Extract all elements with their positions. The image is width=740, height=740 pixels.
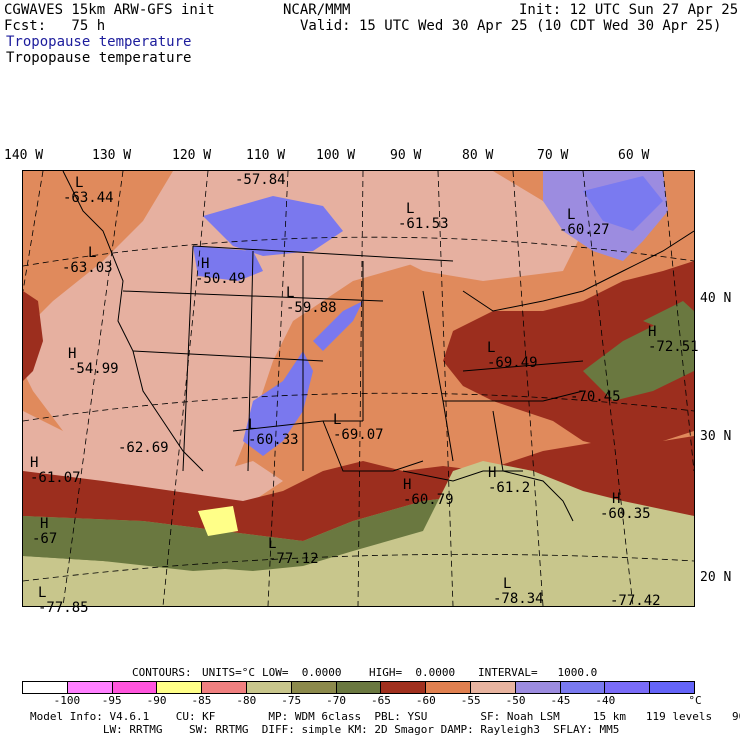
lat-label: 30 N [700, 429, 732, 444]
colorbar-tick-label: -40 [595, 694, 616, 707]
low-marker: L -69.07 [333, 412, 384, 443]
shade-minus90 [198, 506, 238, 536]
colorbar-tick-label: -95 [101, 694, 122, 707]
shade-minus65 [23, 291, 43, 381]
contours-label: CONTOURS: [132, 666, 192, 679]
shade-minus55 [23, 171, 453, 501]
colorbar-swatch [336, 682, 382, 693]
lon-label: 120 W [172, 148, 212, 163]
colorbar-swatch [246, 682, 292, 693]
extremum-value: -77.42 [610, 593, 661, 609]
colorbar [22, 681, 695, 694]
shade-minus55 [23, 411, 283, 501]
shade-minus45 [313, 301, 363, 351]
shade-minus45 [203, 196, 343, 256]
shade-minus45 [193, 246, 263, 281]
shade-minus55 [253, 171, 583, 281]
colorbar-swatch [67, 682, 113, 693]
colorbar-swatch [470, 682, 516, 693]
colorbar-tick-label: -60 [415, 694, 436, 707]
field-title-shaded: Tropopause temperature [6, 34, 192, 50]
model-info-line2: LW: RRTMG SW: RRTMG DIFF: simple KM: 2D … [30, 723, 620, 736]
shade-minus45 [243, 351, 313, 456]
extremum-value: -57.84 [235, 172, 286, 188]
lon-label: 80 W [462, 148, 494, 163]
colorbar-tick-label: -70 [326, 694, 346, 707]
low-marker: L -61.53 [398, 201, 449, 232]
colorbar-tick-label: -65 [370, 694, 391, 707]
colorbar-swatch [560, 682, 606, 693]
colorbar-tick-label: -85 [191, 694, 212, 707]
low-value: LOW= 0.0000 [262, 666, 342, 679]
high-marker: H -61.07 [30, 455, 81, 486]
colorbar-swatch [112, 682, 158, 693]
high-marker: H -50.49 [195, 256, 246, 287]
colorbar-swatch [381, 682, 427, 693]
extremum-value: -70.45 [570, 389, 621, 405]
lon-label: 90 W [390, 148, 422, 163]
forecast-hour: Fcst: 75 h [4, 18, 106, 34]
low-marker: L -69.49 [487, 340, 538, 371]
high-marker: H -60.79 [403, 477, 454, 508]
low-marker: L -59.88 [286, 285, 337, 316]
low-marker: L -78.34 [493, 576, 544, 607]
colorbar-tick-label: -50 [505, 694, 526, 707]
colorbar-swatch [650, 682, 694, 693]
low-marker: L -60.27 [559, 207, 610, 238]
colorbar-swatch [426, 682, 471, 693]
low-marker: L -77.12 [268, 536, 319, 567]
lon-label: 110 W [246, 148, 286, 163]
institution-label: NCAR/MMM [283, 2, 351, 18]
colorbar-tick-label: -55 [460, 694, 481, 707]
shade-minus70 [583, 311, 694, 401]
colorbar-swatch [515, 682, 561, 693]
colorbar-swatch [157, 682, 203, 693]
lat-label: 40 N [700, 291, 732, 306]
shade-minus70 [23, 516, 283, 571]
colorbar-swatch [605, 682, 651, 693]
high-marker: H -67 [32, 516, 58, 547]
low-marker: L -63.44 [63, 175, 114, 206]
high-marker: H -61.2 [488, 465, 531, 496]
units-label: UNITS=°C [202, 666, 255, 679]
colorbar-tick-label: -90 [146, 694, 167, 707]
model-title: CGWAVES 15km ARW-GFS init [4, 2, 215, 18]
lat-label: 20 N [700, 570, 732, 585]
low-marker: L -63.03 [62, 245, 113, 276]
high-marker: H -60.35 [600, 491, 651, 522]
lon-label: 60 W [618, 148, 650, 163]
shade-minus45 [583, 176, 663, 231]
colorbar-tick-label: -100 [53, 694, 81, 707]
colorbar-tick-label: -75 [281, 694, 302, 707]
model-info-line1: Model Info: V4.6.1 CU: KF MP: WDM 6class… [30, 710, 740, 723]
high-marker: H -54.99 [68, 346, 119, 377]
init-time: Init: 12 UTC Sun 27 Apr 25 [519, 2, 739, 18]
colorbar-tick-label: °C [688, 694, 702, 707]
lon-label: 100 W [316, 148, 356, 163]
map-panel [22, 170, 695, 607]
shade-minus65 [23, 436, 694, 541]
shade-minus65 [443, 261, 694, 451]
field-title-contour: Tropopause temperature [6, 50, 192, 66]
interval-value: INTERVAL= 1000.0 [478, 666, 598, 679]
high-marker: H -72.51 [648, 324, 699, 355]
colorbar-swatch [23, 682, 68, 693]
high-value: HIGH= 0.0000 [369, 666, 456, 679]
colorbar-swatch [291, 682, 337, 693]
low-marker: L -60.33 [248, 417, 299, 448]
lon-label: 70 W [537, 148, 569, 163]
extremum-value: -62.69 [118, 440, 169, 456]
lon-label: 130 W [92, 148, 132, 163]
map-field [23, 171, 694, 606]
valid-time: Valid: 15 UTC Wed 30 Apr 25 (10 CDT Wed … [300, 18, 722, 34]
colorbar-swatch [202, 682, 247, 693]
lon-label: 140 W [4, 148, 44, 163]
low-marker: L -77.85 [38, 585, 89, 616]
shade-minus70 [643, 301, 694, 331]
colorbar-tick-label: -45 [550, 694, 571, 707]
colorbar-tick-label: -80 [236, 694, 257, 707]
